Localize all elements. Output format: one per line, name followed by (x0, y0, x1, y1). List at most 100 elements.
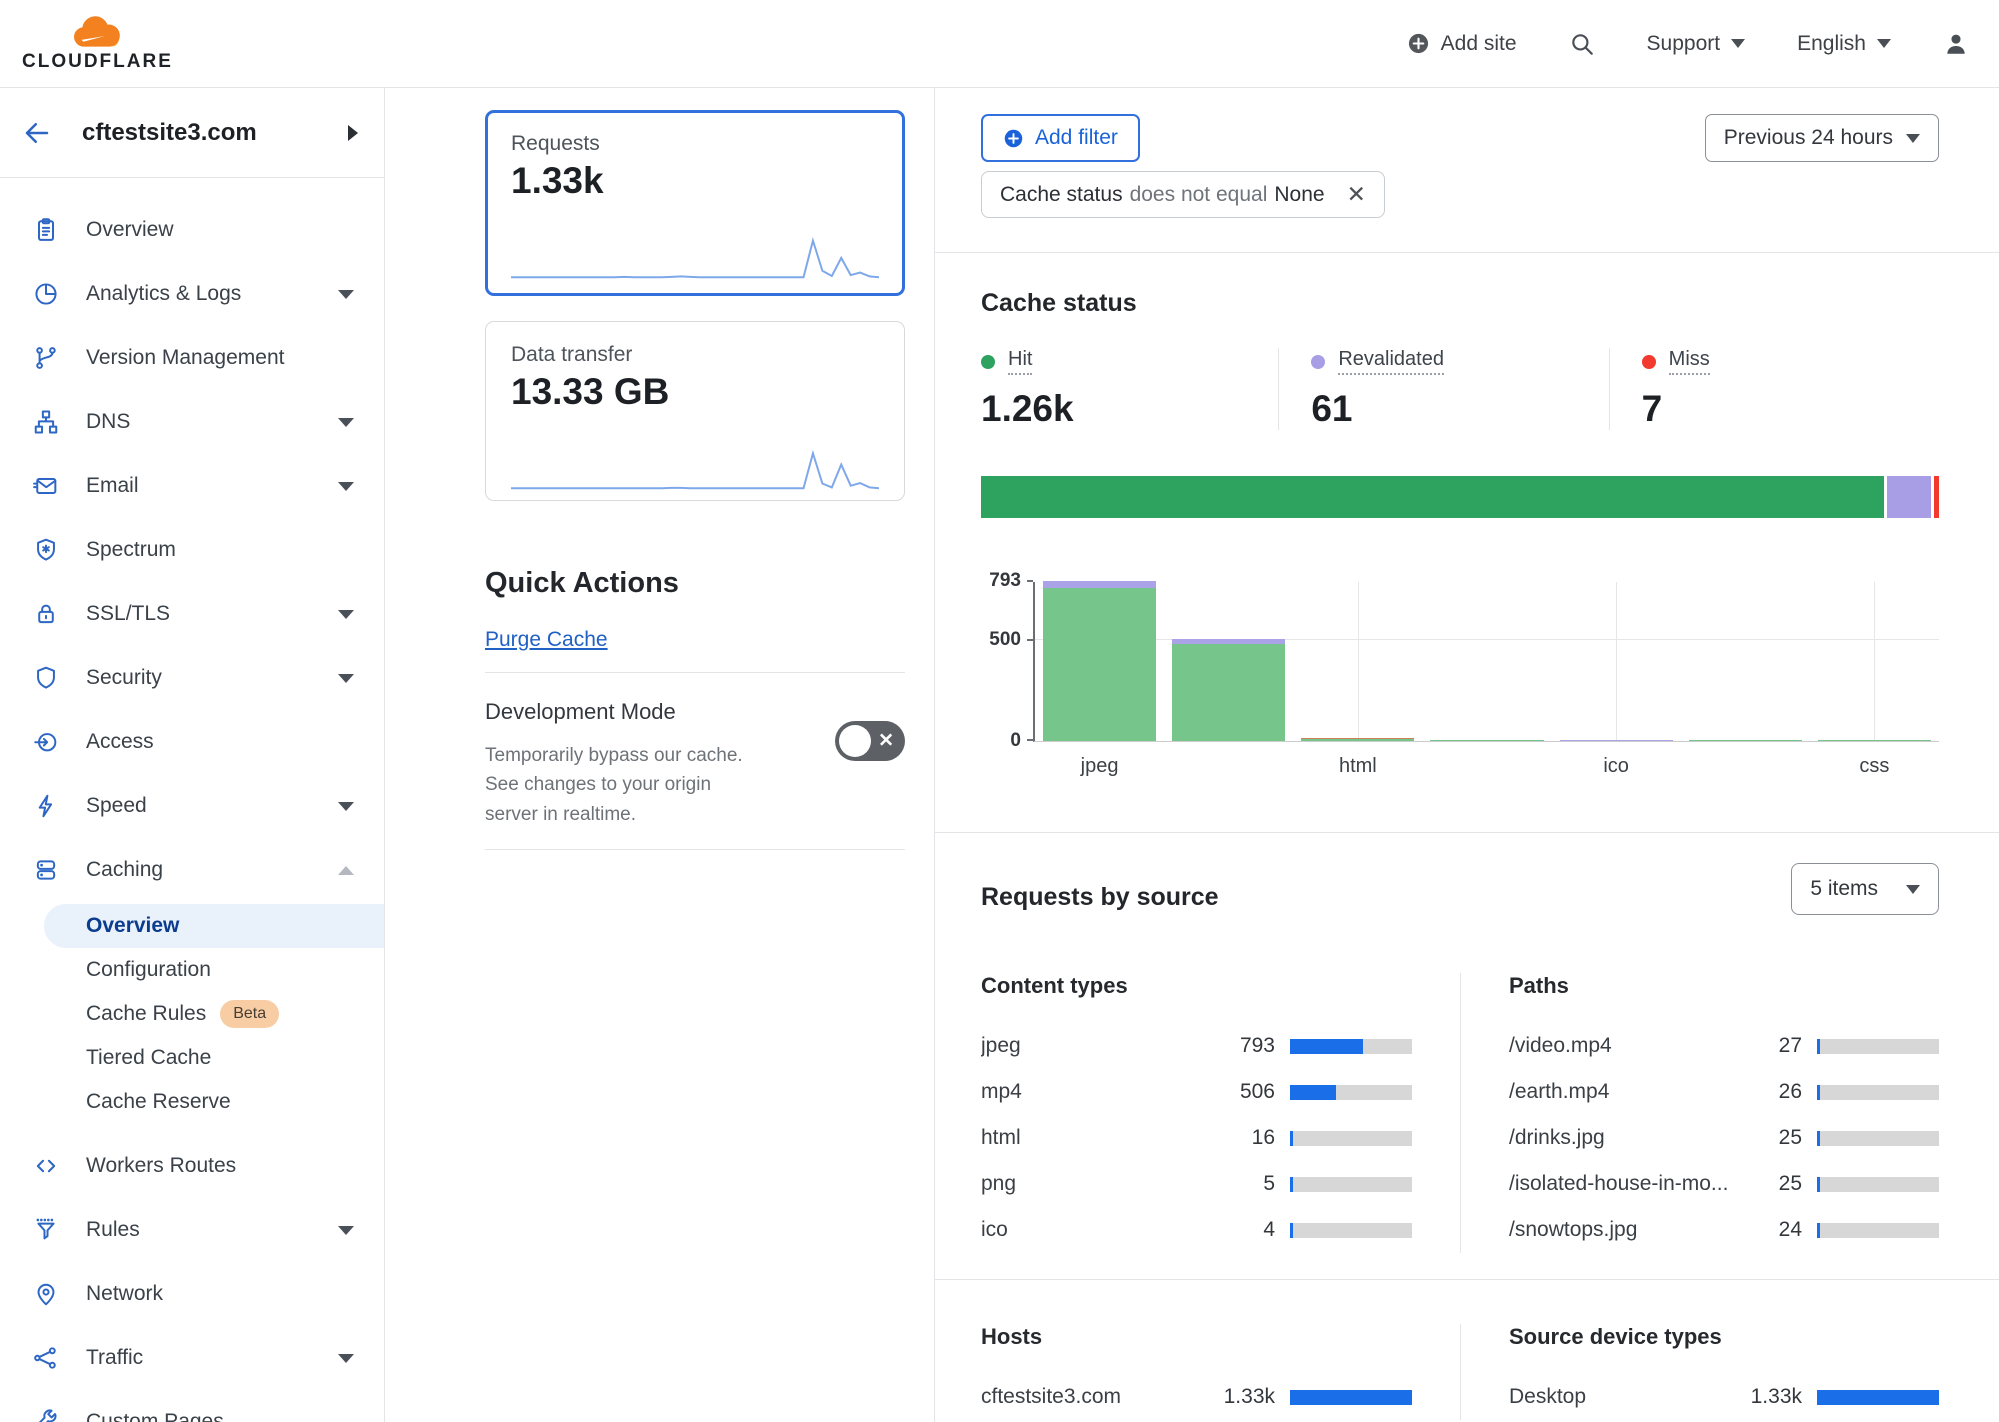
list-row-mp4: mp4 506 (981, 1069, 1412, 1115)
filter-chip[interactable]: Cache status does not equal None ✕ (981, 171, 1385, 218)
sidebar-item-label: Spectrum (86, 538, 176, 561)
row-label: /video.mp4 (1509, 1034, 1612, 1057)
time-range-dropdown[interactable]: Previous 24 hours (1704, 114, 1939, 162)
row-progress-fill (1290, 1038, 1363, 1054)
cache-stat-revalidated: Revalidated 61 (1278, 348, 1608, 430)
back-arrow-icon[interactable] (22, 118, 52, 148)
row-value: 26 (1778, 1080, 1802, 1103)
chart-bar-slot (1172, 582, 1286, 741)
sidebar-item-overview[interactable]: Overview (0, 198, 384, 262)
toggle-off-x-icon: ✕ (878, 730, 894, 752)
sidebar-item-speed[interactable]: Speed (0, 774, 384, 838)
sidebar-item-analytics-logs[interactable]: Analytics & Logs (0, 262, 384, 326)
row-value: 25 (1778, 1172, 1802, 1195)
sidebar-item-network[interactable]: Network (0, 1262, 384, 1326)
items-count-dropdown[interactable]: 5 items (1791, 863, 1939, 915)
sidebar-item-label: Access (86, 730, 154, 753)
x-axis-label-html: html (1338, 755, 1377, 777)
sidebar-item-workers-routes[interactable]: Workers Routes (0, 1134, 384, 1198)
sidebar-item-traffic[interactable]: Traffic (0, 1326, 384, 1390)
sidebar-item-label: Custom Pages (86, 1410, 224, 1422)
stat-value: 1.26k (981, 388, 1074, 429)
sidebar-item-ssl-tls[interactable]: SSL/TLS (0, 582, 384, 646)
development-mode-title: Development Mode (485, 699, 676, 724)
sidebar-subitem-tiered-cache[interactable]: Tiered Cache (86, 1046, 212, 1069)
row-label: cftestsite3.com (981, 1385, 1122, 1408)
chevron-down-icon (338, 673, 354, 683)
toggle-knob (839, 725, 871, 757)
divider (485, 849, 905, 851)
caching-submenu: Overview Configuration Cache Rules Beta Tier… (0, 904, 384, 1124)
y-tick-label: 0 (1010, 730, 1021, 751)
account-menu[interactable] (1943, 31, 1969, 57)
data-transfer-summary-card[interactable]: Data transfer 13.33 GB (485, 321, 905, 501)
site-header: cftestsite3.com (0, 88, 384, 178)
sidebar-item-spectrum[interactable]: Spectrum (0, 518, 384, 582)
sidebar-item-access[interactable]: Access (0, 710, 384, 774)
dns-icon (32, 408, 60, 436)
row-value: 27 (1778, 1034, 1802, 1057)
development-mode-row: Development Mode Temporarily bypass our … (485, 699, 905, 829)
row-label: /drinks.jpg (1509, 1126, 1605, 1149)
row-value: 793 (1239, 1034, 1275, 1057)
sidebar-item-version-management[interactable]: Version Management (0, 326, 384, 390)
row-progress-fill (1817, 1176, 1820, 1192)
miss-status-dot (1641, 354, 1656, 369)
stat-label[interactable]: Hit (1008, 348, 1033, 375)
list-row-video-mp4: /video.mp4 27 (1509, 1023, 1939, 1069)
list-row-snowtops-jpg: /snowtops.jpg 24 (1509, 1207, 1939, 1253)
card-title: Data transfer (511, 343, 633, 366)
row-progress-fill (1290, 1389, 1412, 1405)
gridline-500 (1035, 639, 1939, 641)
stat-label[interactable]: Miss (1668, 348, 1710, 375)
sidebar-item-label: SSL/TLS (86, 602, 171, 625)
sidebar-item-label: Speed (86, 794, 147, 817)
cache-status-stacked-bar (981, 476, 1939, 518)
list-row-desktop: Desktop 1.33k (1509, 1374, 1939, 1420)
x-axis-label-empty (1430, 755, 1543, 778)
sidebar-nav: Overview Analytics & Logs Version Manageme… (0, 178, 384, 1422)
y-axis-labels: 0 500 793 (981, 570, 1033, 751)
search-button[interactable] (1569, 31, 1595, 57)
hit-status-dot (981, 354, 995, 369)
chart-bar-slot (1430, 582, 1544, 741)
row-value: 24 (1778, 1218, 1802, 1241)
purge-cache-link[interactable]: Purge Cache (485, 628, 608, 651)
sidebar-subitem-cache-reserve[interactable]: Cache Reserve (86, 1090, 231, 1113)
user-icon (1947, 34, 1965, 54)
sidebar-item-caching[interactable]: Caching (0, 838, 384, 902)
sidebar-item-rules[interactable]: Rules (0, 1198, 384, 1262)
wrench-icon (32, 1408, 60, 1422)
y-tick-mark (1027, 739, 1033, 741)
row-progress-track (1290, 1389, 1412, 1405)
development-mode-toggle[interactable]: ✕ (835, 721, 905, 761)
requests-summary-card[interactable]: Requests 1.33k (485, 110, 905, 296)
chevron-down-icon (338, 481, 354, 491)
row-value: 506 (1239, 1080, 1275, 1103)
bolt-icon (32, 792, 60, 820)
chart-bar-slot (1817, 582, 1931, 741)
sidebar-subitem-configuration[interactable]: Configuration (86, 958, 211, 981)
share-icon (32, 1344, 60, 1372)
sidebar-item-email[interactable]: Email (0, 454, 384, 518)
list-row-earth-mp4: /earth.mp4 26 (1509, 1069, 1939, 1115)
remove-filter-icon[interactable]: ✕ (1346, 181, 1366, 207)
chart-bar-slot (1043, 581, 1157, 741)
sidebar-item-dns[interactable]: DNS (0, 390, 384, 454)
add-site-button[interactable]: Add site (1407, 32, 1517, 56)
list-row-cftestsite3-com: cftestsite3.com 1.33k (981, 1374, 1412, 1420)
sidebar-item-security[interactable]: Security (0, 646, 384, 710)
language-menu[interactable]: English (1797, 32, 1891, 56)
stat-label[interactable]: Revalidated (1338, 348, 1444, 375)
sidebar-subitem-cache-rules[interactable]: Cache Rules Beta (0, 992, 384, 1036)
support-menu[interactable]: Support (1647, 32, 1746, 56)
sidebar-item-custom-pages[interactable]: Custom Pages (0, 1390, 384, 1422)
x-axis-label-empty (1172, 755, 1285, 778)
cloudflare-logo[interactable]: CLOUDFLARE (22, 14, 173, 73)
chevron-right-icon[interactable] (348, 124, 358, 141)
cache-status-stats: Hit 1.26k Revalidated 61 Miss 7 (981, 348, 1939, 430)
y-tick-label: 500 (989, 629, 1021, 651)
add-filter-button[interactable]: Add filter (981, 114, 1140, 162)
stackbar-segment-miss (1934, 476, 1939, 518)
sidebar-subitem-overview[interactable]: Overview (44, 904, 384, 948)
